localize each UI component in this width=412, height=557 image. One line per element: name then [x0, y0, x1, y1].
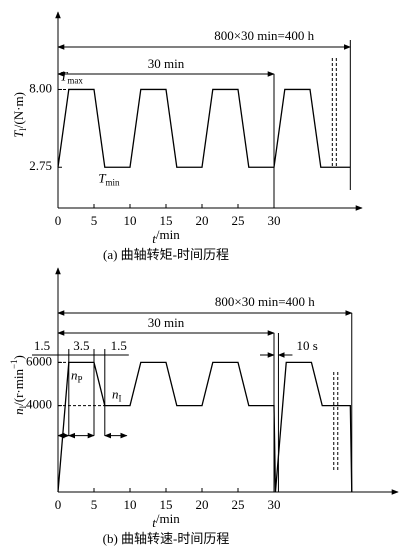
y-axis-label: nl/(r·min−1) — [9, 355, 28, 415]
span-period-label: 30 min — [148, 56, 185, 71]
x-tick-label: 30 — [268, 213, 281, 228]
peak-label-part: max — [67, 76, 83, 86]
phase-label: 3.5 — [73, 338, 89, 353]
x-tick-label: 10 — [124, 497, 137, 512]
y-axis-label-part: −1 — [9, 359, 19, 369]
phase-label: 1.5 — [111, 338, 127, 353]
y-axis-label-part: n — [11, 408, 26, 415]
y-tick-label: 6000 — [26, 353, 52, 368]
x-tick-label: 25 — [232, 497, 245, 512]
data-line — [57, 88, 351, 168]
peak-label-part: n — [71, 367, 78, 382]
caption: (b) 曲轴转速-时间历程 — [103, 531, 230, 546]
low-label: nI — [112, 387, 122, 404]
x-tick-label: 0 — [55, 497, 62, 512]
x-axis-label-part: t — [152, 515, 156, 530]
x-axis-label-part: t — [152, 231, 156, 246]
low-label-part: n — [112, 387, 119, 402]
x-axis-label: t/min — [152, 511, 180, 530]
y-axis-label-part: l — [18, 405, 28, 408]
y-axis-label-part: /(N·m) — [11, 92, 26, 128]
peak-label: nP — [71, 367, 83, 384]
x-axis-label-part: /min — [156, 227, 180, 242]
low-label-part: I — [119, 394, 122, 404]
y-tick-label: 4000 — [26, 397, 52, 412]
x-tick-label: 20 — [196, 213, 209, 228]
y-axis-label: Tl/(N·m) — [11, 92, 28, 138]
y-tick-label: 2.75 — [29, 158, 52, 173]
data-line — [57, 361, 353, 493]
peak-label: Tmax — [60, 68, 83, 85]
x-tick-label: 5 — [91, 497, 98, 512]
y-axis-label-part: /(r·min — [11, 369, 26, 406]
x-tick-label: 0 — [55, 213, 62, 228]
low-label-part: T — [98, 170, 106, 185]
phase-label: 1.5 — [34, 338, 50, 353]
x-tick-label: 5 — [91, 213, 98, 228]
span-total-label: 800×30 min=400 h — [215, 294, 315, 309]
x-tick-label: 30 — [268, 497, 281, 512]
x-tick-label: 15 — [160, 213, 173, 228]
x-axis-label-part: /min — [156, 511, 180, 526]
x-tick-label: 25 — [232, 213, 245, 228]
peak-label-part: T — [60, 68, 68, 83]
low-label-part: min — [106, 177, 121, 187]
y-tick-label: 8.00 — [29, 80, 52, 95]
y-axis-label-part: T — [11, 130, 26, 138]
span-period-label: 30 min — [148, 315, 185, 330]
peak-label-part: P — [77, 374, 82, 384]
x-tick-label: 15 — [160, 497, 173, 512]
y-axis-label-part: l — [18, 128, 28, 131]
y-axis-label-part: ) — [11, 355, 26, 359]
x-axis-label: t/min — [152, 227, 180, 246]
x-tick-label: 10 — [124, 213, 137, 228]
stop-label: 10 s — [296, 338, 317, 353]
caption: (a) 曲轴转矩-时间历程 — [103, 247, 229, 262]
x-tick-label: 20 — [196, 497, 209, 512]
span-total-label: 800×30 min=400 h — [214, 28, 314, 43]
low-label: Tmin — [98, 170, 120, 187]
